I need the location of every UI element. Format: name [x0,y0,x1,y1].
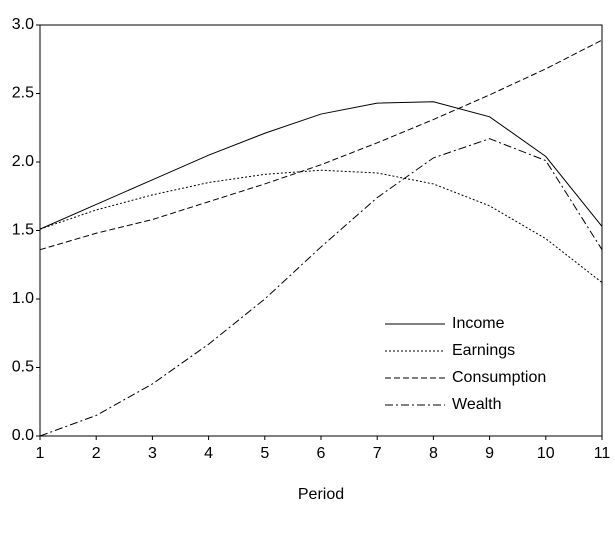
x-tick-label: 11 [594,445,611,462]
series-line [39,39,603,251]
x-tick-label: 3 [148,445,157,462]
legend-label: Wealth [452,396,502,413]
y-tick-label: 1.5 [12,222,34,239]
x-tick-label: 7 [373,445,382,462]
x-tick-label: 9 [485,445,494,462]
x-tick-label: 4 [204,445,213,462]
y-tick-label: 0.5 [12,359,34,376]
series-line [39,169,603,283]
y-tick-label: 0.0 [12,427,34,444]
legend-label: Income [452,315,505,332]
y-tick-label: 1.0 [12,290,34,307]
x-tick-label: 2 [92,445,101,462]
legend-label: Consumption [452,369,546,386]
x-tick-label: 5 [260,445,269,462]
x-tick-label: 6 [317,445,326,462]
y-tick-label: 2.0 [12,153,34,170]
x-tick-label: 1 [36,445,45,462]
y-tick-label: 2.5 [12,85,34,102]
x-tick-label: 10 [537,445,555,462]
series-line [39,101,603,230]
y-tick-label: 3.0 [12,16,34,33]
x-tick-label: 8 [429,445,438,462]
legend-label: Earnings [452,342,515,359]
series-line [39,138,603,437]
x-axis-label: Period [298,486,344,503]
